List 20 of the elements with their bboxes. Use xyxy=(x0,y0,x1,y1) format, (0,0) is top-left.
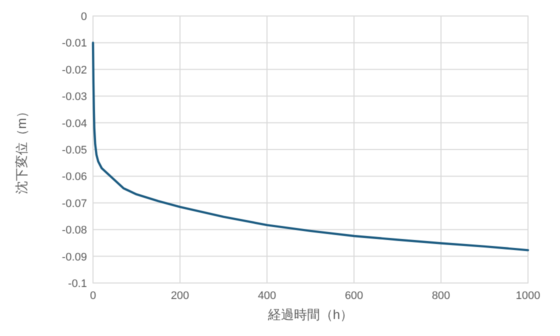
y-tick-label: -0.04 xyxy=(62,118,87,130)
y-tick-label: -0.05 xyxy=(62,144,87,156)
x-tick-label: 1000 xyxy=(516,290,540,302)
y-tick-label: -0.08 xyxy=(62,224,87,237)
y-tick-label: -0.01 xyxy=(62,38,87,50)
y-tick-label: -0.07 xyxy=(62,198,87,210)
x-tick-label: 800 xyxy=(432,290,450,302)
y-tick-label: -0.1 xyxy=(68,278,87,290)
x-tick-label: 0 xyxy=(90,290,96,302)
y-tick-label: -0.03 xyxy=(62,91,87,104)
y-tick-label: -0.02 xyxy=(62,64,87,76)
y-tick-label: -0.06 xyxy=(62,171,87,184)
line-series xyxy=(92,42,530,252)
x-tick-label: 200 xyxy=(170,290,190,302)
x-axis-title: 経過時間（h） xyxy=(266,307,354,322)
y-tick-label: -0.09 xyxy=(62,251,87,264)
y-axis-title: 沈下変位（m） xyxy=(14,105,29,194)
x-tick-label: 600 xyxy=(344,290,364,302)
x-tick-label: 400 xyxy=(258,290,276,302)
y-tick-label: 0 xyxy=(80,11,87,23)
